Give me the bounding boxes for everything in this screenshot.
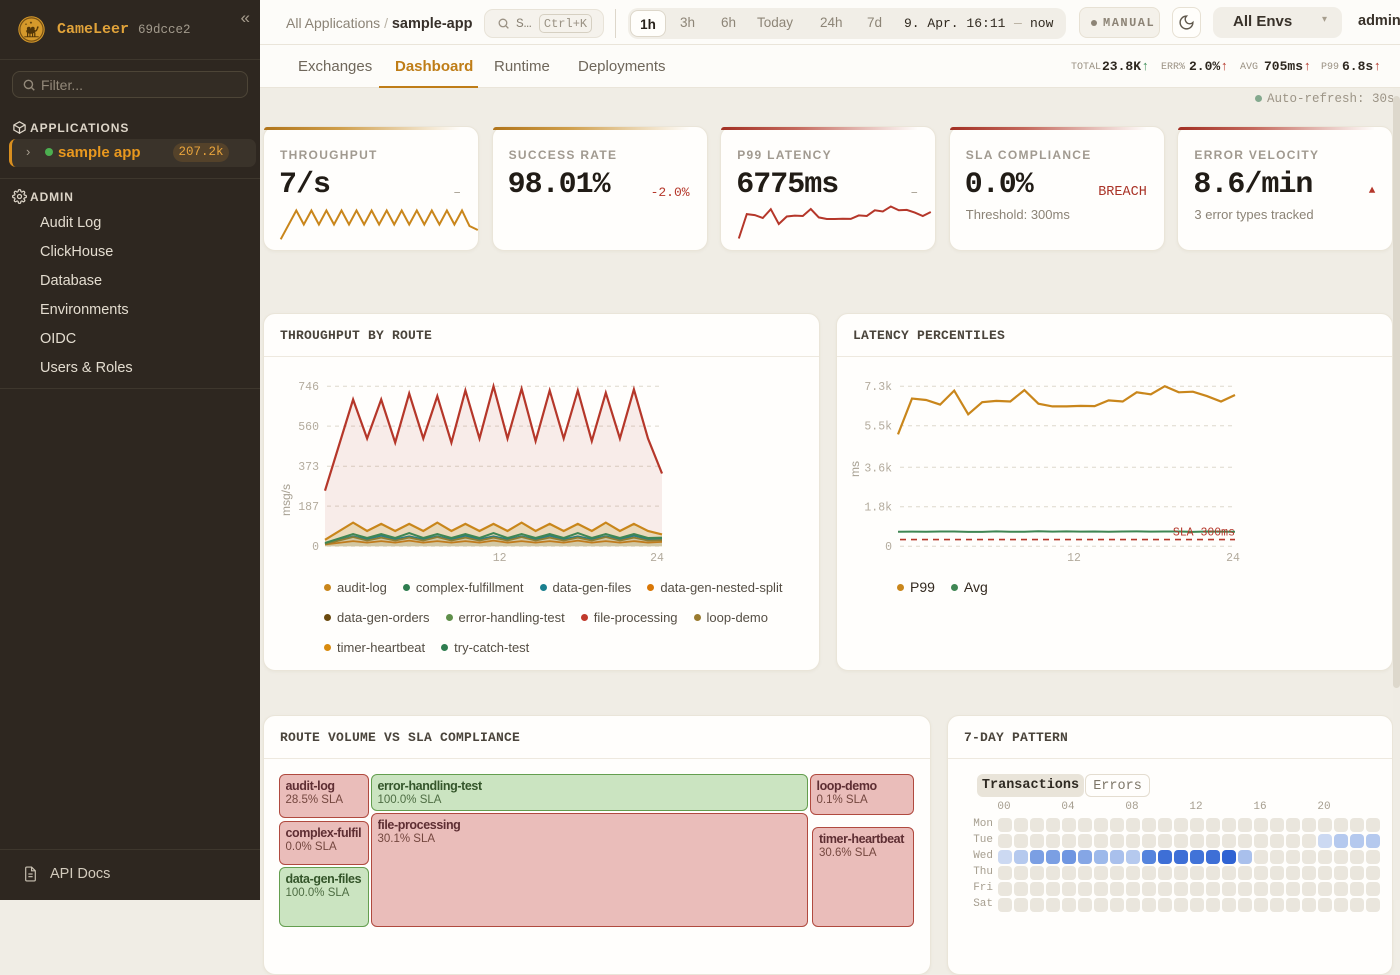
svg-text:24: 24 [1226, 552, 1240, 565]
svg-text:373: 373 [298, 461, 319, 474]
svg-text:3.6k: 3.6k [864, 462, 892, 475]
svg-text:1.8k: 1.8k [864, 502, 892, 515]
svg-text:746: 746 [298, 381, 319, 394]
svg-text:5.5k: 5.5k [864, 421, 892, 434]
svg-text:0: 0 [312, 541, 319, 554]
svg-text:12: 12 [493, 552, 507, 565]
svg-text:24: 24 [650, 552, 664, 565]
svg-text:msg/s: msg/s [279, 484, 293, 516]
svg-text:12: 12 [1067, 552, 1081, 565]
svg-text:7.3k: 7.3k [864, 381, 892, 394]
svg-text:187: 187 [298, 501, 319, 514]
svg-text:SLA 300ms: SLA 300ms [1173, 527, 1235, 540]
svg-text:560: 560 [298, 421, 319, 434]
svg-text:0: 0 [885, 541, 892, 554]
svg-text:ms: ms [848, 461, 862, 477]
